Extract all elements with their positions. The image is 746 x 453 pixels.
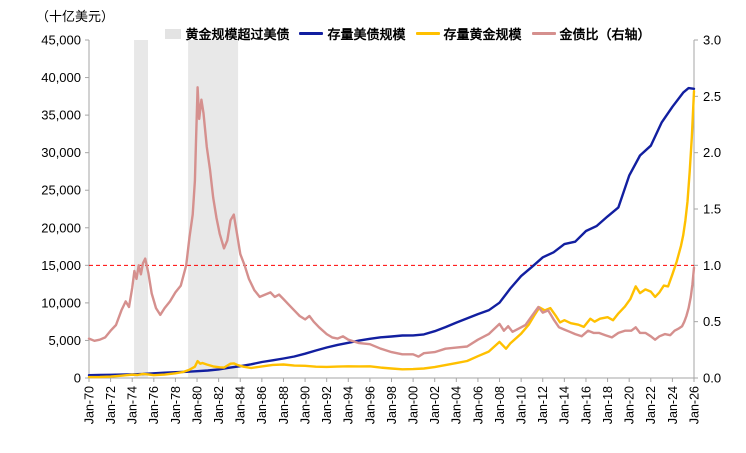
x-tick-label: Jan-88: [277, 386, 291, 424]
x-tick-label: Jan-10: [515, 386, 529, 424]
x-tick-label: Jan-04: [450, 386, 464, 424]
x-tick-label: Jan-86: [255, 386, 269, 424]
legend-item-gold-exceeds-debt-band: 黄金规模超过美债: [165, 24, 289, 43]
x-tick-label: Jan-08: [493, 386, 507, 424]
left-tick-label: 45,000: [41, 33, 81, 48]
left-tick-label: 0: [74, 371, 81, 386]
right-axis-ticks: 0.0 0.5 1.0 1.5 2.0 2.5 3.0: [694, 33, 721, 386]
legend-swatch-us-debt: [299, 32, 324, 35]
series-lines: [87, 86, 696, 379]
x-tick-label: Jan-06: [471, 386, 485, 424]
x-tick-label: Jan-16: [579, 386, 593, 424]
right-tick-label: 0.5: [703, 314, 721, 329]
right-tick-label: 1.0: [703, 258, 721, 273]
x-tick-label: Jan-98: [385, 386, 399, 424]
legend-swatch-gold-debt-ratio: [531, 32, 556, 35]
left-tick-label: 20,000: [41, 220, 81, 235]
series-line-gold-debt-ratio: [87, 86, 696, 358]
right-tick-label: 2.0: [703, 145, 721, 160]
right-tick-label: 0.0: [703, 371, 721, 386]
x-tick-label: Jan-92: [320, 386, 334, 424]
legend-item-gold-stock: 存量黄金规模: [415, 24, 522, 43]
left-tick-label: 30,000: [41, 145, 81, 160]
legend: 黄金规模超过美债 存量美债规模 存量黄金规模 金债比（右轴）: [110, 24, 706, 43]
legend-swatch-gold-exceeds-debt-band: [165, 28, 182, 39]
legend-item-us-debt: 存量美债规模: [299, 24, 406, 43]
x-tick-label: Jan-80: [190, 386, 204, 424]
series-line-gold-stock: [87, 89, 696, 379]
series-line-us-debt: [87, 86, 696, 377]
legend-label-gold-debt-ratio: 金债比（右轴）: [559, 27, 651, 42]
legend-item-gold-debt-ratio: 金债比（右轴）: [531, 24, 651, 43]
x-tick-label: Jan-24: [666, 386, 680, 424]
legend-label-gold-exceeds-debt-band: 黄金规模超过美债: [185, 27, 290, 42]
x-tick-label: Jan-78: [169, 386, 183, 424]
x-tick-label: Jan-76: [147, 386, 161, 424]
left-tick-label: 40,000: [41, 70, 81, 85]
left-axis-ticks: 0 5,000 10,000 15,000 20,000 25,000 30,000 35,0…: [41, 33, 89, 386]
x-tick-label: Jan-26: [687, 386, 701, 424]
right-tick-label: 3.0: [703, 33, 721, 48]
legend-label-us-debt: 存量美债规模: [327, 27, 406, 42]
right-tick-label: 1.5: [703, 202, 721, 217]
band-gold-exceeds-debt-2: [188, 40, 239, 378]
x-tick-label: Jan-82: [212, 386, 226, 424]
x-tick-label: Jan-94: [342, 386, 356, 424]
left-tick-label: 35,000: [41, 108, 81, 123]
x-tick-label: Jan-12: [536, 386, 550, 424]
x-tick-label: Jan-96: [363, 386, 377, 424]
x-tick-label: Jan-70: [82, 386, 96, 424]
x-axis-ticks: Jan-70 Jan-72 Jan-74 Jan-76 Jan-78 Jan-80 Jan-…: [82, 378, 701, 424]
x-tick-label: Jan-00: [406, 386, 420, 424]
right-tick-label: 2.5: [703, 89, 721, 104]
x-tick-label: Jan-20: [623, 386, 637, 424]
left-tick-label: 15,000: [41, 258, 81, 273]
left-tick-label: 5,000: [48, 333, 81, 348]
x-tick-label: Jan-02: [428, 386, 442, 424]
axes: [88, 40, 695, 379]
x-tick-label: Jan-90: [298, 386, 312, 424]
left-tick-label: 10,000: [41, 295, 81, 310]
x-tick-label: Jan-18: [601, 386, 615, 424]
legend-label-gold-stock: 存量黄金规模: [443, 27, 522, 42]
x-tick-label: Jan-72: [104, 386, 118, 424]
legend-swatch-gold-stock: [415, 32, 440, 35]
x-tick-label: Jan-74: [126, 386, 140, 424]
x-tick-label: Jan-22: [644, 386, 658, 424]
highlight-bands: [134, 40, 239, 378]
x-tick-label: Jan-14: [558, 386, 572, 424]
left-axis-unit-label: （十亿美元）: [36, 9, 115, 24]
band-gold-exceeds-debt-1: [134, 40, 148, 378]
left-tick-label: 25,000: [41, 183, 81, 198]
x-tick-label: Jan-84: [234, 386, 248, 424]
